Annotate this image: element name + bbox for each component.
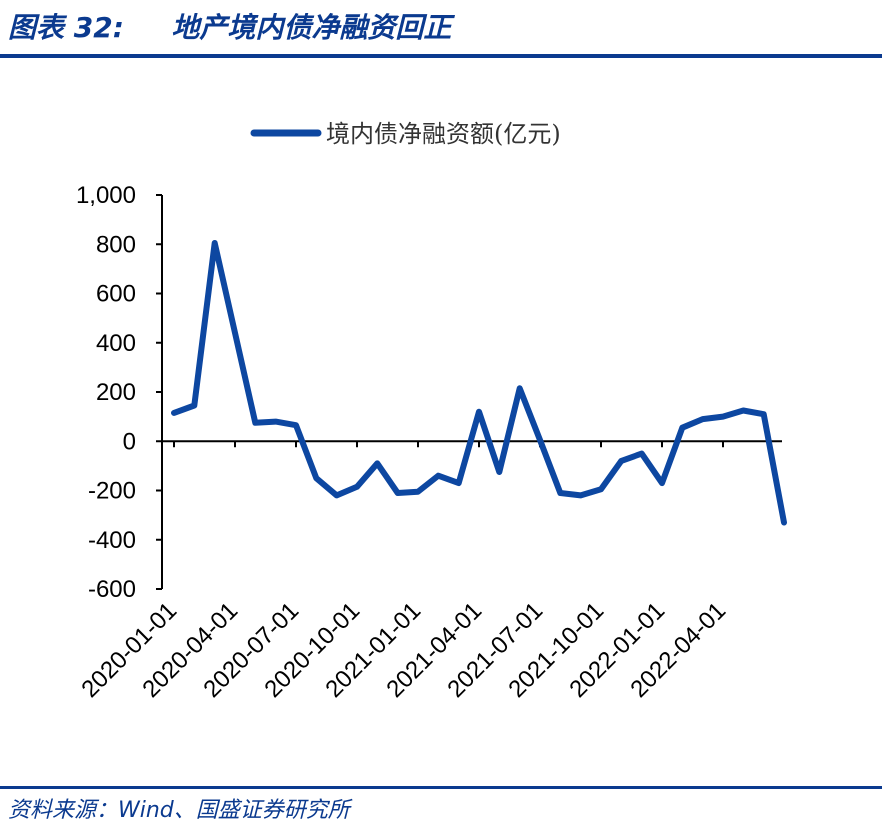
figure-title-text: 地产境内债净融资回正 bbox=[171, 11, 452, 44]
y-tick-label: 1,000 bbox=[76, 182, 136, 209]
source-note: 资料来源：Wind、国盛证券研究所 bbox=[8, 798, 350, 823]
y-axis: 1,000 800 600 400 200 0 -200 -400 -600 bbox=[76, 182, 163, 603]
y-tick-label: 600 bbox=[96, 281, 136, 308]
y-tick-label: -400 bbox=[88, 527, 136, 554]
line-chart: 境内债净融资额(亿元) 1,000 800 600 400 200 0 -200 -400 -6… bbox=[76, 120, 787, 703]
series-layer bbox=[171, 240, 787, 526]
chart-legend: 境内债净融资额(亿元) bbox=[250, 120, 561, 148]
figure-label: 图表 32: bbox=[8, 11, 124, 44]
y-tick-label: 800 bbox=[96, 231, 136, 258]
y-tick-label: 200 bbox=[96, 379, 136, 406]
y-tick-label: 400 bbox=[96, 330, 136, 357]
footer-divider bbox=[0, 786, 882, 789]
header-divider bbox=[0, 54, 882, 58]
y-tick-label: -600 bbox=[88, 576, 136, 603]
figure-title: 图表 32: 地产境内债净融资回正 bbox=[8, 6, 451, 46]
y-tick-label: -200 bbox=[88, 478, 136, 505]
legend-label: 境内债净融资额(亿元) bbox=[326, 120, 561, 148]
figure-header: 图表 32: 地产境内债净融资回正 bbox=[0, 0, 882, 58]
series-line bbox=[171, 240, 787, 526]
y-tick-label: 0 bbox=[123, 428, 136, 455]
